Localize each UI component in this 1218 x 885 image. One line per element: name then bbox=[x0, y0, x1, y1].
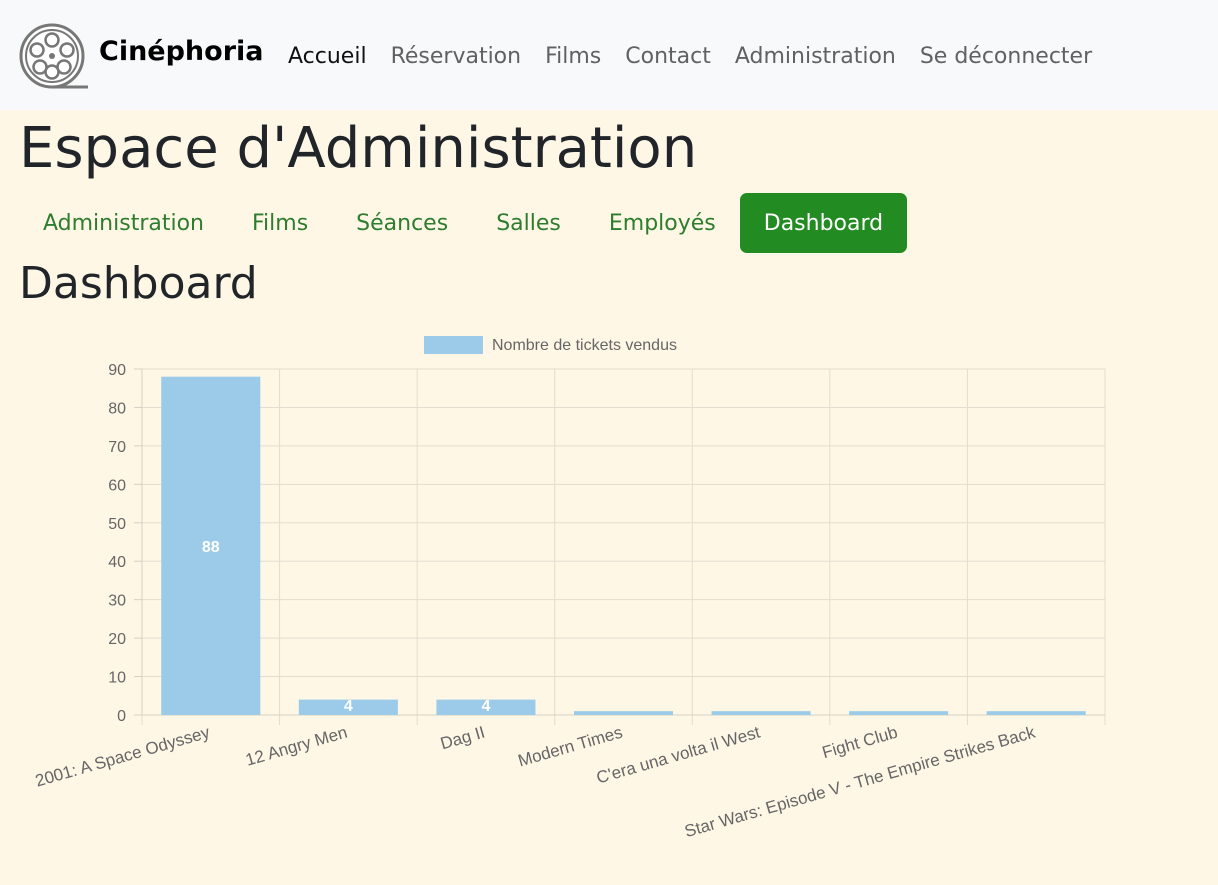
y-tick-label: 70 bbox=[108, 439, 126, 456]
legend-label: Nombre de tickets vendus bbox=[492, 337, 677, 354]
nav-item-administration[interactable]: Administration bbox=[734, 44, 896, 69]
y-tick-label: 80 bbox=[108, 400, 126, 417]
y-tick-label: 20 bbox=[108, 631, 126, 648]
y-tick-label: 10 bbox=[108, 670, 126, 687]
bar-chart: Nombre de tickets vendus 0 10 20 30 40 50 60 70 8… bbox=[33, 336, 1106, 841]
subtab-administration[interactable]: Administration bbox=[43, 211, 204, 236]
nav-item-accueil[interactable]: Accueil bbox=[288, 44, 367, 69]
x-tick-label: 12 Angry Men bbox=[243, 723, 349, 770]
bar bbox=[711, 711, 811, 715]
x-tick-label: Modern Times bbox=[516, 723, 625, 771]
brand-name[interactable]: Cinéphoria bbox=[99, 36, 264, 67]
subtab-dashboard[interactable]: Dashboard bbox=[739, 193, 908, 253]
subtab-s-ances[interactable]: Séances bbox=[356, 211, 449, 236]
bar bbox=[298, 699, 398, 715]
main-nav: Accueil Réservation Films Contact Administra… bbox=[288, 44, 1116, 69]
y-tick-label: 40 bbox=[108, 554, 126, 571]
admin-subtabs: Administration Films Séances Salles Employés… bbox=[19, 193, 908, 253]
bar bbox=[849, 711, 949, 715]
page-title: Espace d'Administration bbox=[19, 116, 698, 181]
y-tick-label: 30 bbox=[108, 593, 126, 610]
data-label: 4 bbox=[481, 698, 490, 715]
top-navbar: Cinéphoria Accueil Réservation Films Contac… bbox=[0, 0, 1218, 110]
nav-item-contact[interactable]: Contact bbox=[625, 44, 711, 69]
section-title: Dashboard bbox=[19, 258, 258, 309]
subtab-salles[interactable]: Salles bbox=[496, 211, 561, 236]
x-tick-label: Fight Club bbox=[820, 723, 900, 763]
y-tick-label: 0 bbox=[117, 708, 126, 725]
x-tick-label: 2001: A Space Odyssey bbox=[33, 722, 212, 790]
bar bbox=[161, 376, 261, 715]
nav-item-films[interactable]: Films bbox=[545, 44, 602, 69]
nav-item-r-servation[interactable]: Réservation bbox=[390, 44, 522, 69]
y-tick-label: 60 bbox=[108, 477, 126, 494]
x-tick-label: Dag II bbox=[438, 723, 487, 754]
nav-item-se-d-connecter[interactable]: Se déconnecter bbox=[919, 44, 1093, 69]
bar bbox=[986, 711, 1086, 715]
tickets-chart: Nombre de tickets vendus 0 10 20 30 40 50 60 70 8… bbox=[0, 320, 1218, 881]
data-label: 88 bbox=[202, 539, 220, 556]
y-tick-label: 90 bbox=[108, 362, 126, 379]
film-reel-icon[interactable] bbox=[18, 22, 90, 90]
bar bbox=[573, 711, 674, 715]
bar bbox=[436, 699, 536, 715]
legend-swatch bbox=[424, 336, 483, 354]
subtab-films[interactable]: Films bbox=[251, 211, 309, 236]
data-label: 4 bbox=[344, 698, 353, 715]
subtab-employ-s[interactable]: Employés bbox=[608, 211, 716, 236]
y-tick-label: 50 bbox=[108, 516, 126, 533]
